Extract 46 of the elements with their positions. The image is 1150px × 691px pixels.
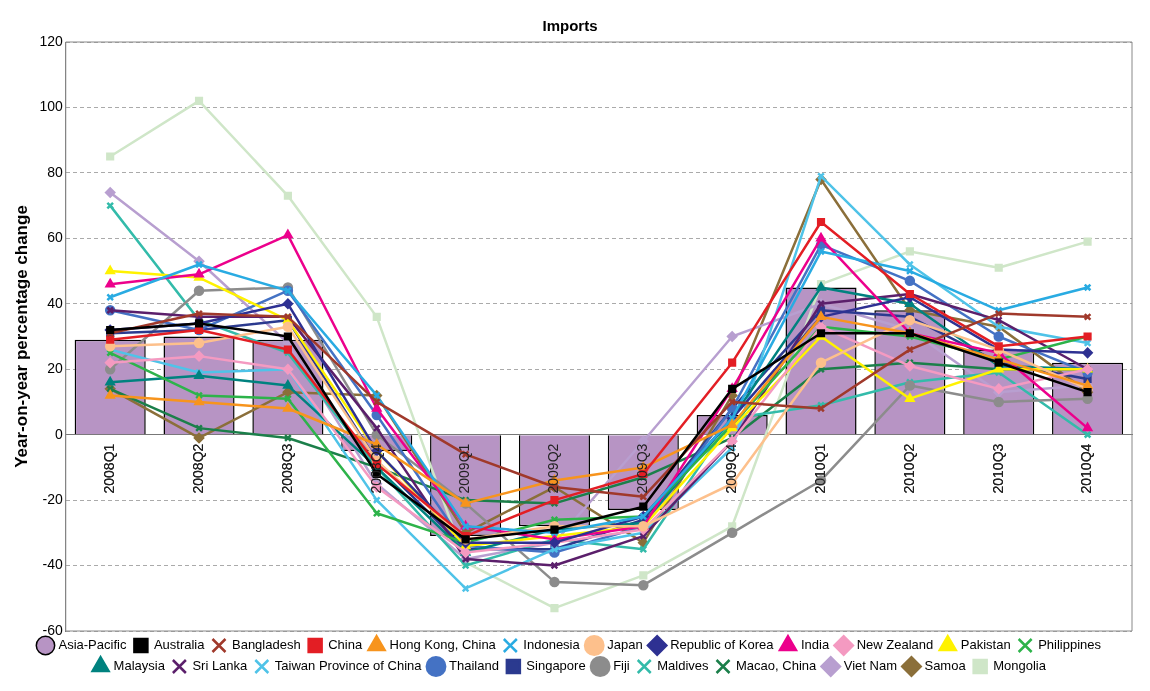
x-tick-label: 2008Q1 <box>101 443 118 494</box>
x-tick-label: 2008Q2 <box>189 443 206 494</box>
legend-label: Hong Kong, China <box>389 637 497 653</box>
y-tick-label: 40 <box>47 294 63 311</box>
legend-label: Republic of Korea <box>670 637 775 653</box>
x-tick-label: 2009Q1 <box>456 443 473 494</box>
y-tick-label: -20 <box>42 490 63 507</box>
chart-title: Imports <box>542 17 598 35</box>
legend-label: Asia-Pacific <box>58 637 127 653</box>
y-tick-label: -40 <box>42 556 63 573</box>
y-tick-label: 80 <box>47 163 63 180</box>
y-tick-label: 120 <box>39 32 63 49</box>
legend-label: Australia <box>153 637 206 653</box>
x-tick-label: 2010Q3 <box>989 443 1006 494</box>
x-tick-label: 2008Q3 <box>278 443 295 494</box>
legend-label: Mongolia <box>993 658 1047 674</box>
legend-label: Japan <box>607 637 643 653</box>
legend-label: Taiwan Province of China <box>274 658 423 674</box>
legend-label: Philippines <box>1038 637 1102 653</box>
x-tick-label: 2010Q4 <box>1078 443 1095 494</box>
legend-label: Pakistan <box>960 637 1011 653</box>
x-tick-label: 2009Q4 <box>723 443 740 494</box>
legend-label: Bangladesh <box>231 637 301 653</box>
y-tick-label: 60 <box>47 229 63 246</box>
x-tick-label: 2010Q1 <box>811 443 828 494</box>
y-tick-label: 20 <box>47 360 63 377</box>
legend-label: Indonesia <box>523 637 581 653</box>
legend-label: Singapore <box>526 658 586 674</box>
legend-label: India <box>800 637 830 653</box>
x-tick-label: 2010Q2 <box>900 443 917 494</box>
legend-label: Maldives <box>657 658 710 674</box>
legend-label: Viet Nam <box>843 658 897 674</box>
legend-label: Macao, China <box>736 658 818 674</box>
x-tick-label: 2009Q3 <box>634 443 651 494</box>
legend-label: Thailand <box>448 658 499 674</box>
legend-label: Samoa <box>924 658 967 674</box>
legend-label: China <box>328 637 363 653</box>
x-tick-label: 2009Q2 <box>545 443 562 494</box>
legend-label: New Zealand <box>856 637 934 653</box>
legend-label: Fiji <box>613 658 630 674</box>
y-tick-label: -60 <box>42 621 63 638</box>
legend-label: Malaysia <box>113 658 166 674</box>
y-axis-title: Year-on-year percentage change <box>11 205 31 468</box>
y-tick-label: 0 <box>54 425 63 442</box>
legend-label: Sri Lanka <box>192 658 249 674</box>
y-tick-label: 100 <box>39 98 63 115</box>
